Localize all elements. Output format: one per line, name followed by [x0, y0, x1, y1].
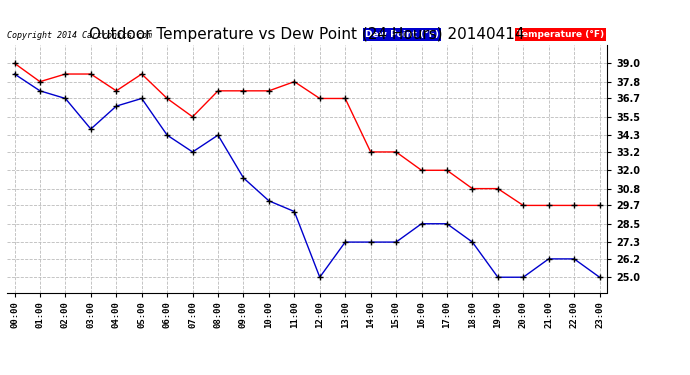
- Text: Dew Point (°F): Dew Point (°F): [365, 30, 439, 39]
- Text: Temperature (°F): Temperature (°F): [517, 30, 604, 39]
- Title: Outdoor Temperature vs Dew Point (24 Hours) 20140414: Outdoor Temperature vs Dew Point (24 Hou…: [89, 27, 525, 42]
- Text: Copyright 2014 Cartronics.com: Copyright 2014 Cartronics.com: [7, 31, 152, 40]
